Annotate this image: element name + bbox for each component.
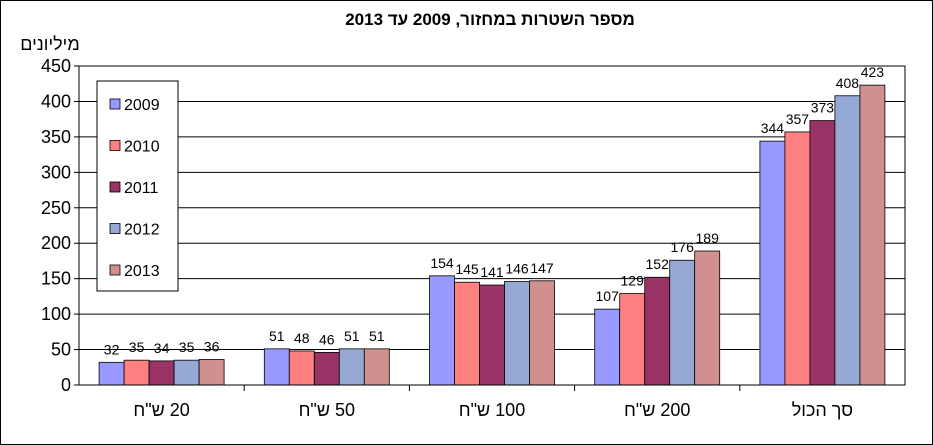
- data-labels: 32 35 34 35 36 51 48 46 51 51 154 145 141 146 147 10712…: [104, 64, 884, 357]
- y-axis-ticks: 0 50 100 150 200 250 300 350 400 450: [41, 56, 79, 395]
- data-label: 51: [344, 328, 360, 344]
- legend-label: 2011: [124, 180, 159, 197]
- bar: [504, 281, 530, 386]
- data-label: 189: [696, 230, 720, 246]
- data-label: 36: [204, 338, 220, 354]
- bar: [669, 259, 696, 386]
- bar: [198, 359, 225, 386]
- y-tick-label: 250: [41, 198, 71, 218]
- x-tick-label: סך הכול: [792, 400, 853, 420]
- y-tick-label: 50: [51, 340, 71, 360]
- data-label: 373: [811, 100, 835, 116]
- y-tick-label: 400: [41, 91, 71, 111]
- x-tick-label: 50 ש"ח: [299, 400, 355, 420]
- data-label: 357: [786, 111, 810, 127]
- bar: [759, 140, 786, 386]
- data-label: 51: [369, 328, 385, 344]
- bar: [123, 359, 150, 386]
- legend: 2009 2010 2011 2012 2013: [96, 80, 179, 292]
- bar: [429, 275, 455, 386]
- data-label: 35: [129, 339, 145, 355]
- bar: [479, 284, 505, 386]
- data-label: 107: [596, 288, 620, 304]
- y-tick-label: 0: [61, 375, 71, 395]
- bar: [454, 281, 480, 386]
- bar: [313, 351, 340, 386]
- y-tick-label: 100: [41, 304, 71, 324]
- bar: [644, 276, 671, 386]
- y-tick-label: 350: [41, 127, 71, 147]
- axes: [78, 65, 906, 386]
- bar: [363, 348, 390, 386]
- y-axis-label: מיליונים: [20, 34, 79, 54]
- y-tick-label: 200: [41, 233, 71, 253]
- bar: [148, 360, 175, 386]
- bars: [98, 84, 886, 386]
- bar: [784, 131, 811, 386]
- legend-swatch: [109, 140, 121, 151]
- bar: [619, 293, 646, 386]
- x-tick-label: 20 ש"ח: [133, 400, 189, 420]
- y-tick-label: 150: [41, 269, 71, 289]
- data-label: 423: [861, 64, 885, 80]
- bar: [694, 250, 721, 386]
- data-label: 46: [319, 331, 335, 347]
- bar: [834, 95, 861, 386]
- bar: [173, 359, 200, 386]
- data-label: 145: [455, 261, 479, 277]
- legend-swatch: [109, 223, 121, 234]
- legend-swatch: [109, 98, 121, 110]
- data-label: 48: [294, 330, 310, 346]
- data-label: 344: [761, 120, 785, 136]
- legend-label: 2009: [124, 97, 160, 114]
- legend-label: 2012: [124, 222, 160, 239]
- bar: [594, 308, 621, 386]
- data-label: 408: [836, 75, 860, 91]
- data-label: 147: [530, 260, 554, 276]
- data-label: 32: [104, 341, 120, 357]
- legend-swatch: [109, 264, 121, 276]
- bar: [98, 361, 125, 386]
- x-tick-label: 200 ש"ח: [624, 400, 690, 420]
- y-tick-label: 450: [41, 56, 71, 76]
- legend-swatch: [109, 181, 121, 193]
- chart-title: מספר השטרות במחזור, 2009 עד 2013: [345, 10, 635, 29]
- bar: [338, 348, 365, 386]
- data-label: 34: [154, 340, 170, 356]
- bar: [263, 348, 290, 386]
- legend-label: 2010: [124, 139, 160, 156]
- plot-area-border: [78, 65, 906, 386]
- data-label: 35: [179, 339, 195, 355]
- bar: [809, 120, 836, 386]
- legend-label: 2013: [124, 263, 160, 280]
- data-label: 154: [430, 255, 454, 271]
- x-tick-label: 100 ש"ח: [459, 400, 525, 420]
- x-axis-ticks: 20 ש"ח 50 ש"ח 100 ש"ח 200 ש"ח סך הכול: [133, 385, 853, 420]
- data-label: 152: [646, 256, 670, 272]
- bar: [288, 350, 315, 386]
- bar: [529, 280, 555, 386]
- data-label: 176: [671, 239, 695, 255]
- data-label: 129: [621, 273, 645, 289]
- data-label: 146: [505, 261, 529, 277]
- y-tick-label: 300: [41, 162, 71, 182]
- bar: [859, 84, 886, 386]
- data-label: 141: [480, 264, 504, 280]
- data-label: 51: [269, 328, 285, 344]
